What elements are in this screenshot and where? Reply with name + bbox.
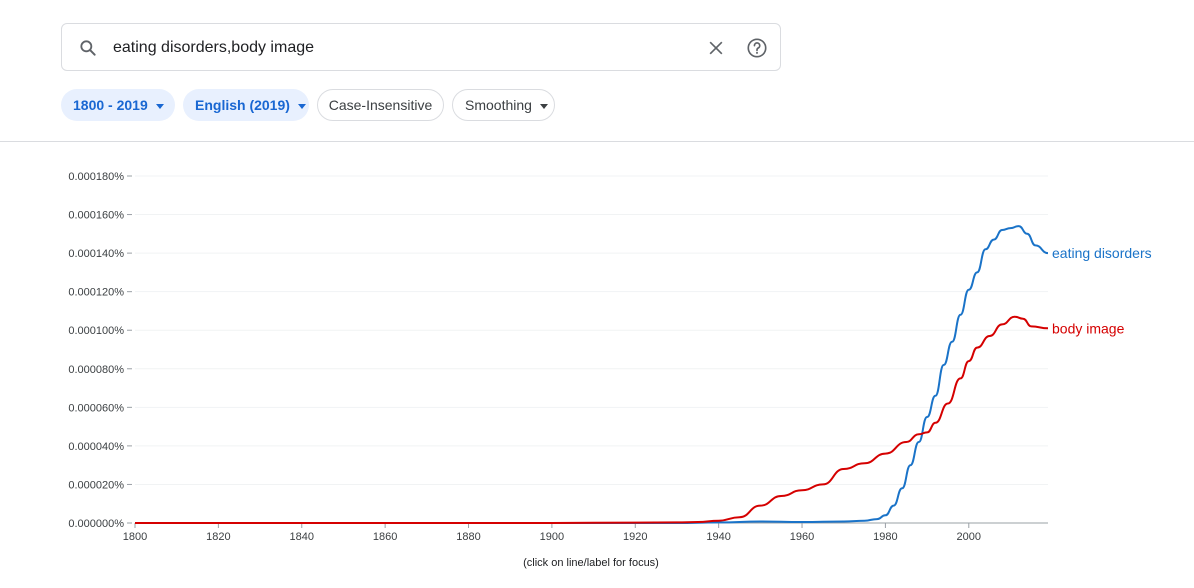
y-tick-label: 0.000000% [68,518,124,530]
divider [0,141,1194,142]
y-tick-label: 0.000160% [68,210,124,222]
x-tick-label: 1880 [456,531,480,543]
caret-down-icon [539,103,548,109]
x-tick-label: 1840 [290,531,314,543]
series-line-eating-disorders[interactable] [135,225,1049,525]
series-label-body-image[interactable]: body image [1052,320,1125,336]
corpus-dropdown[interactable]: English (2019) [183,89,309,121]
y-tick-label: 0.000180% [68,171,124,183]
y-tick-label: 0.000120% [68,287,124,299]
y-tick-label: 0.000040% [68,441,124,453]
caret-down-icon [155,103,164,109]
x-tick-label: 1820 [206,531,230,543]
ngram-chart: 0.000000% 0.000020% 0.000040% 0.000060% 0.00… [0,142,1194,583]
x-tick-label: 1940 [706,531,730,543]
smoothing-label: Smoothing [465,97,532,113]
y-tick-label: 0.000080% [68,364,124,376]
search-box[interactable] [61,23,781,71]
x-tick-label: 1860 [373,531,397,543]
y-tick-label: 0.000060% [68,402,124,414]
search-icon[interactable] [78,38,98,58]
year-range-label: 1800 - 2019 [73,97,148,113]
x-tick-label: 1800 [123,531,147,543]
y-tick-label: 0.000100% [68,325,124,337]
smoothing-dropdown[interactable]: Smoothing [452,89,555,121]
x-tick-label: 1900 [540,531,564,543]
search-input[interactable] [113,36,673,60]
y-tick-label: 0.000140% [68,248,124,260]
caret-down-icon [297,103,306,109]
x-tick-label: 1980 [873,531,897,543]
ngram-chart-svg: 0.000000% 0.000020% 0.000040% 0.000060% 0.00… [68,171,1152,543]
case-insensitive-label: Case-Insensitive [328,97,433,113]
case-insensitive-toggle[interactable]: Case-Insensitive [317,89,444,121]
help-icon[interactable] [746,37,768,59]
corpus-label: English (2019) [195,97,290,113]
focus-hint: (click on line/label for focus) [523,557,659,569]
y-tick-label: 0.000020% [68,479,124,491]
series-line-body-image[interactable] [135,315,1049,525]
series-label-eating-disorders[interactable]: eating disorders [1052,245,1152,261]
year-range-dropdown[interactable]: 1800 - 2019 [61,89,175,121]
close-icon[interactable] [706,38,726,58]
x-tick-label: 1960 [790,531,814,543]
x-tick-label: 2000 [957,531,981,543]
previous-header-fragment [70,0,250,4]
x-tick-label: 1920 [623,531,647,543]
